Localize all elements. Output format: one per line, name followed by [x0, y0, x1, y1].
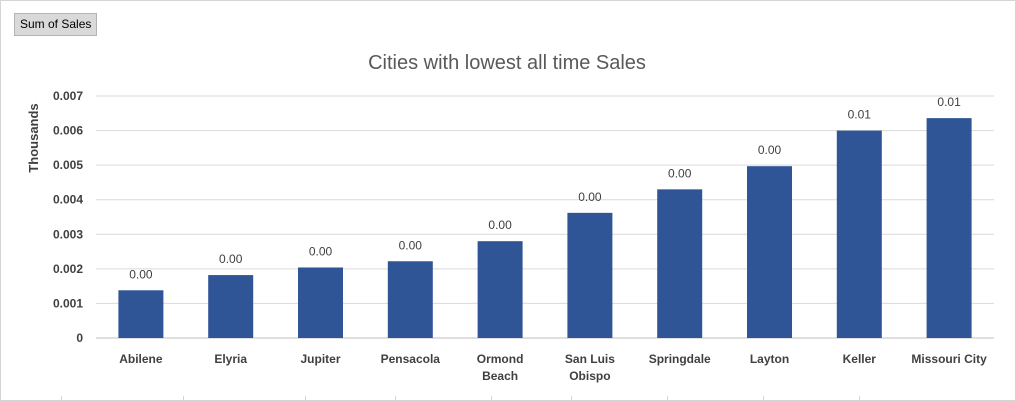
- y-tick-label: 0.003: [53, 227, 83, 241]
- bar[interactable]: [477, 241, 523, 338]
- x-tick-label: Abilene: [119, 352, 163, 366]
- y-tick-label: 0: [76, 331, 83, 345]
- chart-title: Cities with lowest all time Sales: [368, 52, 646, 74]
- bars: [118, 118, 972, 338]
- x-tick-label: Missouri City: [911, 352, 987, 366]
- data-label: 0.00: [758, 143, 782, 157]
- bar[interactable]: [387, 261, 433, 338]
- bar[interactable]: [747, 166, 792, 338]
- bar[interactable]: [567, 212, 613, 338]
- sheet-gridline: [859, 396, 860, 400]
- y-tick-label: 0.007: [53, 89, 83, 103]
- x-tick-label: Jupiter: [300, 352, 340, 366]
- bar[interactable]: [208, 275, 254, 338]
- sheet-gridline: [571, 396, 572, 400]
- y-tick-label: 0.005: [53, 158, 83, 172]
- data-label: 0.01: [848, 108, 872, 122]
- data-label: 0.00: [399, 238, 423, 252]
- x-tick-label: Elyria: [214, 352, 247, 366]
- bar[interactable]: [298, 267, 343, 338]
- data-labels: 0.00 0.00 0.00 0.00 0.00 0.00 0.00 0.00 0.01 0.01: [129, 95, 961, 281]
- x-tick-label: Ormond Beach: [477, 352, 524, 383]
- data-label: 0.01: [937, 95, 961, 109]
- y-tick-label: 0.004: [53, 193, 83, 207]
- bar[interactable]: [657, 189, 703, 338]
- sheet-gridline: [763, 396, 764, 400]
- sum-of-sales-field-button[interactable]: Sum of Sales: [14, 13, 98, 36]
- sheet-gridline: [183, 396, 184, 400]
- sheet-gridline: [305, 396, 306, 400]
- x-axis-ticks: Abilene Elyria Jupiter Pensacola Ormond Beach…: [119, 352, 987, 383]
- sheet-gridline: [491, 396, 492, 400]
- y-axis-title: Thousands: [26, 103, 41, 172]
- bar[interactable]: [836, 130, 882, 338]
- y-axis-ticks: 0 0.001 0.002 0.003 0.004 0.005 0.006 0.007: [53, 89, 83, 345]
- sheet-gridline: [667, 396, 668, 400]
- sheet-gridline: [395, 396, 396, 400]
- x-tick-label: Pensacola: [381, 352, 441, 366]
- data-label: 0.00: [129, 267, 153, 281]
- data-label: 0.00: [309, 244, 333, 258]
- x-tick-label: San Luis Obispo: [565, 352, 615, 383]
- y-tick-label: 0.001: [53, 296, 83, 310]
- x-tick-label: Springdale: [649, 352, 711, 366]
- x-tick-label: Layton: [750, 352, 789, 366]
- bar[interactable]: [118, 290, 164, 338]
- data-label: 0.00: [578, 190, 602, 204]
- x-tick-label: Keller: [843, 352, 877, 366]
- y-tick-label: 0.006: [53, 124, 83, 138]
- sheet-gridline: [61, 396, 62, 400]
- data-label: 0.00: [219, 252, 243, 266]
- bar[interactable]: [926, 118, 972, 338]
- data-label: 0.00: [488, 218, 512, 232]
- data-label: 0.00: [668, 166, 692, 180]
- y-tick-label: 0.002: [53, 262, 83, 276]
